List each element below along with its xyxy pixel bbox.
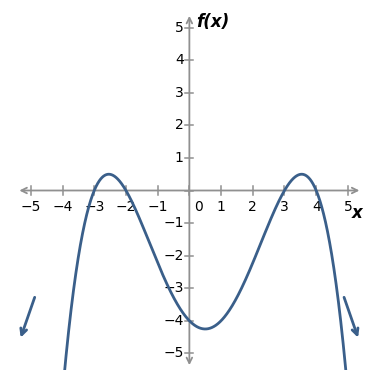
Text: 4: 4 bbox=[175, 53, 184, 67]
Text: 1: 1 bbox=[217, 200, 225, 214]
Text: −2: −2 bbox=[163, 249, 184, 263]
Text: −4: −4 bbox=[53, 200, 73, 214]
Text: 1: 1 bbox=[175, 151, 184, 165]
Text: x: x bbox=[351, 203, 362, 221]
Text: 5: 5 bbox=[344, 200, 352, 214]
Text: −1: −1 bbox=[147, 200, 168, 214]
Text: 3: 3 bbox=[175, 86, 184, 100]
Text: −5: −5 bbox=[21, 200, 41, 214]
Text: −2: −2 bbox=[116, 200, 136, 214]
Text: 2: 2 bbox=[248, 200, 257, 214]
Text: −3: −3 bbox=[84, 200, 105, 214]
Text: −5: −5 bbox=[163, 346, 184, 360]
Text: −1: −1 bbox=[163, 216, 184, 230]
Text: f(x): f(x) bbox=[196, 13, 230, 31]
Text: 2: 2 bbox=[175, 118, 184, 132]
Text: 3: 3 bbox=[280, 200, 289, 214]
Text: 0: 0 bbox=[194, 200, 203, 214]
Text: 5: 5 bbox=[175, 21, 184, 35]
Text: 4: 4 bbox=[312, 200, 321, 214]
Text: −3: −3 bbox=[163, 281, 184, 295]
Text: −4: −4 bbox=[163, 314, 184, 328]
